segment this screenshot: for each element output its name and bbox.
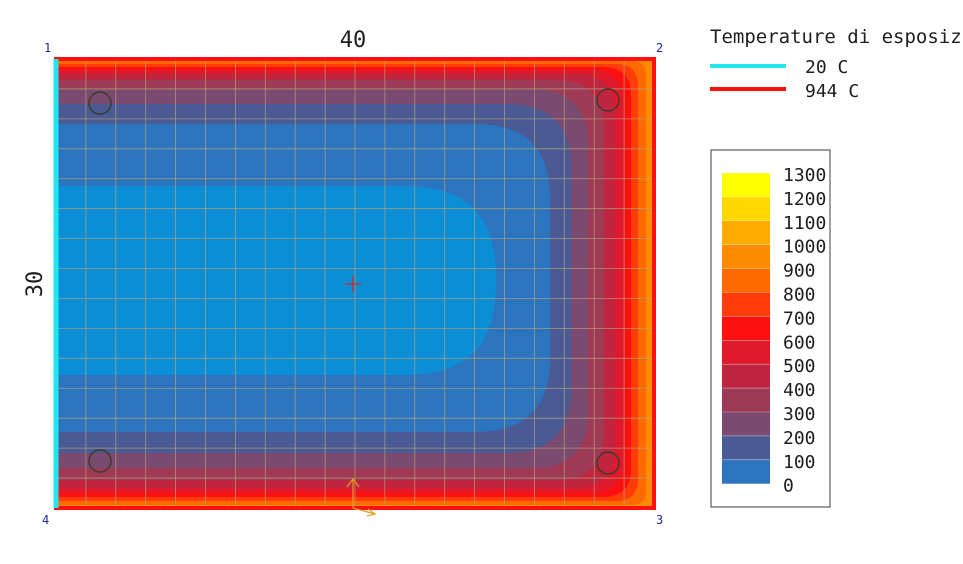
scale-swatch-900 [722,268,770,293]
axis-arrows-icon [346,478,377,517]
scale-swatch-1200 [722,196,770,221]
scale-label-1300: 1300 [783,165,826,186]
scale-swatch-400 [722,388,770,412]
scale-label-0: 0 [783,476,794,497]
scale-label-700: 700 [783,308,816,329]
width-dimension-label: 40 [340,28,367,53]
scale-swatch-500 [722,364,770,389]
corner-label-2: 2 [656,41,663,55]
height-dimension-label: 30 [23,271,48,298]
scale-swatch-800 [722,292,770,317]
scale-swatch-700 [722,316,770,341]
corner-label-4: 4 [42,513,49,527]
rebar-bottom-left-icon [88,449,112,473]
scale-swatch-300 [722,412,770,436]
centroid-cross-icon [345,276,361,292]
rebar-bottom-right-icon [596,451,620,475]
scale-label-200: 200 [783,428,816,449]
scale-label-1000: 1000 [783,237,826,258]
exposure-legend-title: Temperature di esposizione [710,26,963,48]
rebar-top-right-icon [596,88,620,112]
exposure-label-hot: 944 C [805,81,859,102]
corner-label-1: 1 [44,41,51,55]
corner-label-3: 3 [656,513,663,527]
exposure-label-cold: 20 C [805,57,848,78]
scale-swatch-200 [722,435,770,460]
scale-label-600: 600 [783,332,816,353]
scale-swatch-1100 [722,220,770,245]
contour-band-0 [56,186,496,375]
rebar-top-left-icon [88,91,112,115]
scale-label-1100: 1100 [783,213,826,234]
temperature-contour-map [56,59,654,508]
scale-label-400: 400 [783,380,816,401]
scale-label-1200: 1200 [783,189,826,210]
scale-swatch-100 [722,459,770,484]
scale-label-500: 500 [783,356,816,377]
mesh-grid [56,59,654,508]
scale-label-900: 900 [783,261,816,282]
scale-swatch-1000 [722,244,770,269]
scale-swatch-1300 [722,173,770,197]
color-scale-swatches [722,172,770,484]
scale-label-800: 800 [783,285,816,306]
scale-label-100: 100 [783,452,816,473]
color-scale-labels: 1300120011001000900800700600500400300200… [783,165,826,497]
scale-swatch-600 [722,340,770,365]
scale-label-300: 300 [783,404,816,425]
